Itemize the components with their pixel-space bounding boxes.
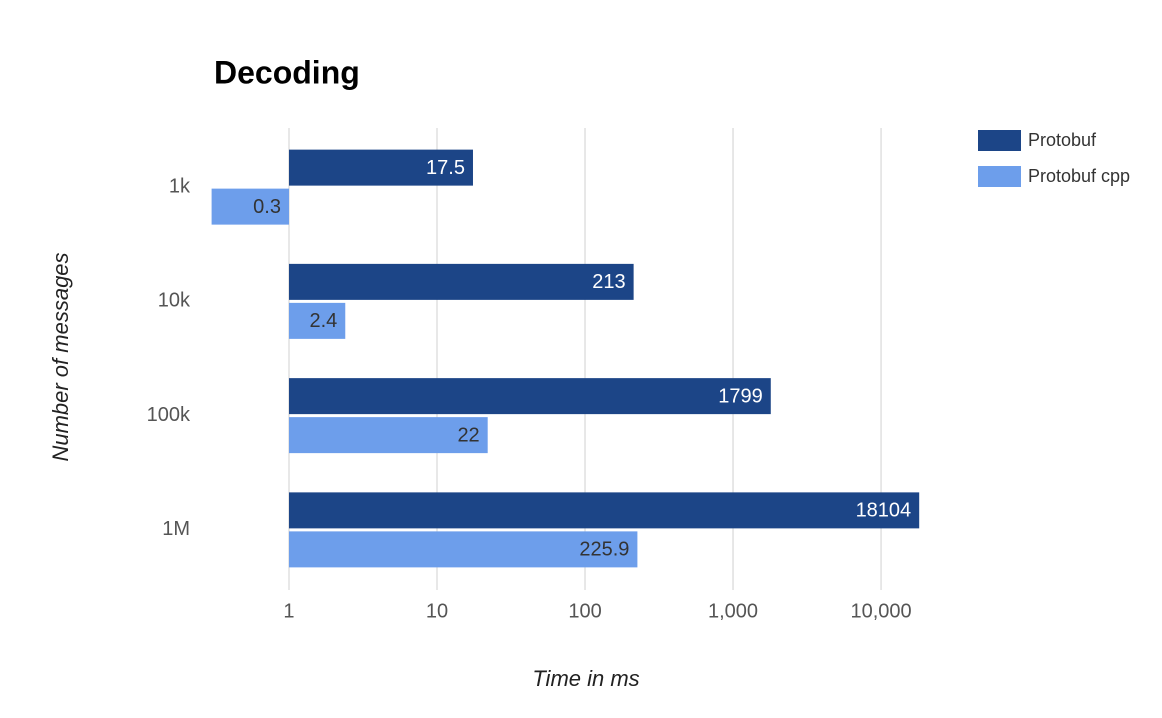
chart-title: Decoding	[214, 54, 360, 90]
value-label: 0.3	[253, 196, 281, 218]
value-label: 22	[457, 424, 479, 446]
bar	[288, 149, 473, 186]
x-tick-label: 1	[283, 600, 294, 622]
bar	[288, 417, 488, 454]
x-tick-label: 10	[426, 600, 448, 622]
legend-swatch	[978, 166, 1021, 187]
value-label: 213	[592, 271, 625, 293]
x-tick-label: 1,000	[708, 600, 758, 622]
x-axis-title: Time in ms	[532, 666, 639, 691]
legend-swatch	[978, 130, 1021, 151]
y-tick-label: 1M	[162, 518, 190, 540]
value-label: 2.4	[309, 310, 337, 332]
x-tick-label: 100	[568, 600, 601, 622]
bar	[288, 531, 638, 568]
bar	[288, 263, 634, 300]
y-tick-label: 1k	[169, 175, 191, 197]
value-label: 17.5	[426, 157, 465, 179]
y-axis-title: Number of messages	[48, 252, 73, 461]
value-label: 225.9	[579, 539, 629, 561]
value-label: 18104	[856, 500, 912, 522]
legend-label: Protobuf	[1028, 130, 1097, 150]
bar	[288, 302, 346, 339]
bar	[288, 378, 771, 415]
value-label: 1799	[718, 385, 763, 407]
bar	[211, 188, 289, 225]
y-tick-label: 10k	[158, 290, 191, 312]
legend-label: Protobuf cpp	[1028, 166, 1130, 186]
bar	[288, 492, 920, 529]
y-tick-label: 100k	[147, 404, 191, 426]
x-tick-label: 10,000	[850, 600, 911, 622]
